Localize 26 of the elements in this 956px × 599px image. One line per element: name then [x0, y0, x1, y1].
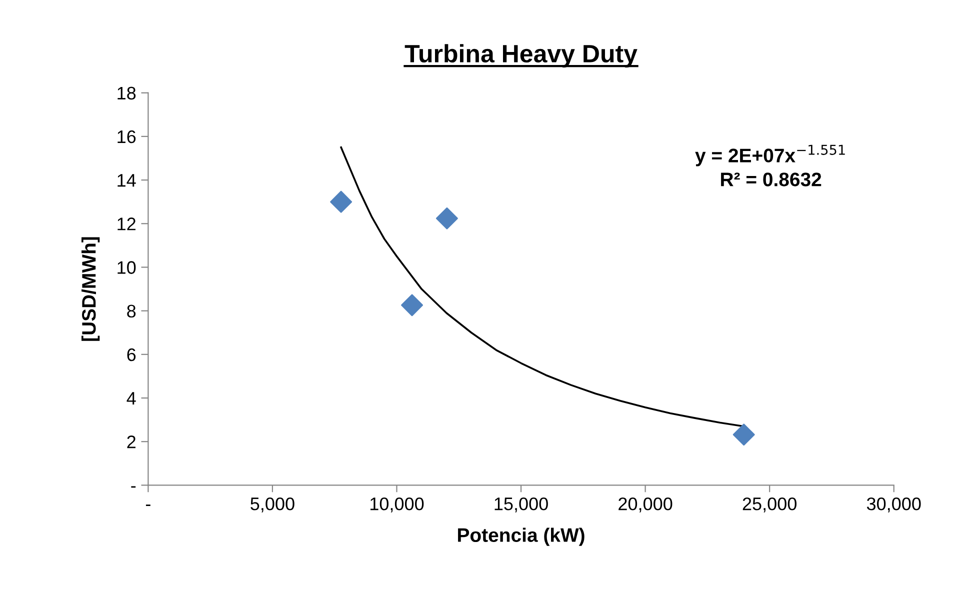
- y-tick-label: 2: [127, 436, 136, 448]
- point: [330, 190, 352, 213]
- y-tick-label: 16: [118, 130, 136, 144]
- y-tick-label: 4: [126, 392, 136, 405]
- x-tick-label: 25,000: [742, 497, 796, 512]
- y-tick-label: 18: [118, 86, 136, 100]
- y-tick-label: 6: [127, 348, 136, 362]
- x-tick-label: 20,000: [618, 497, 672, 512]
- x-tick-label: 30,000: [866, 497, 921, 512]
- annotation: R² = 0.8632: [721, 172, 822, 186]
- y-axis-title: [USD/MWh]: [82, 237, 100, 341]
- y-tick-label: -: [131, 486, 136, 488]
- x-tick-label: 5,000: [250, 497, 294, 512]
- annotation: y = 2E+07x$^{−1.551}$: [695, 144, 845, 166]
- point: [436, 207, 458, 230]
- y-tick-label: 8: [127, 304, 136, 318]
- point: [732, 424, 755, 446]
- x-tick-label: 10,000: [370, 497, 424, 512]
- y-tick-label: 14: [118, 174, 136, 187]
- y-tick-label: 12: [118, 218, 136, 230]
- x-axis-title: Potencia (kW): [458, 528, 584, 546]
- chart-title: Turbina Heavy Duty: [404, 44, 638, 68]
- x-tick-label: -: [146, 504, 150, 506]
- x-tick-label: 15,000: [494, 497, 548, 512]
- point: [401, 294, 424, 316]
- y-tick-label: 10: [118, 261, 136, 274]
